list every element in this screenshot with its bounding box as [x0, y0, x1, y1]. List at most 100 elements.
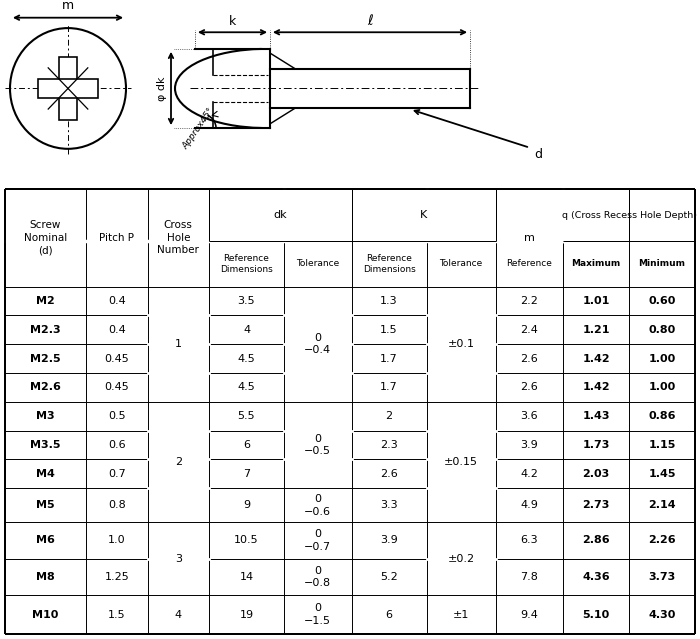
- Text: 9.4: 9.4: [520, 610, 538, 620]
- Text: 2.73: 2.73: [582, 500, 610, 511]
- Text: 0.8: 0.8: [108, 500, 125, 511]
- Text: 2.86: 2.86: [582, 535, 610, 546]
- Text: 9: 9: [243, 500, 250, 511]
- Text: 2.2: 2.2: [520, 296, 538, 306]
- Text: m: m: [524, 233, 535, 243]
- Text: 2.6: 2.6: [520, 382, 538, 392]
- Text: 5.2: 5.2: [380, 572, 398, 581]
- Text: ±0.15: ±0.15: [444, 457, 478, 467]
- Text: M2.6: M2.6: [30, 382, 61, 392]
- Text: 0.4: 0.4: [108, 296, 125, 306]
- Text: 2.6: 2.6: [520, 353, 538, 364]
- Text: 0.45: 0.45: [104, 353, 129, 364]
- Text: 2.3: 2.3: [380, 440, 398, 450]
- Text: 0.86: 0.86: [648, 412, 676, 421]
- Text: ±0.1: ±0.1: [447, 339, 475, 349]
- Text: 0.6: 0.6: [108, 440, 125, 450]
- Text: 6: 6: [243, 440, 250, 450]
- Text: 3.9: 3.9: [380, 535, 398, 546]
- Text: 4.36: 4.36: [582, 572, 610, 581]
- Text: M3: M3: [36, 412, 55, 421]
- Text: q (Cross Recess Hole Depth): q (Cross Recess Hole Depth): [561, 211, 696, 220]
- Text: 2.6: 2.6: [380, 469, 398, 479]
- Text: 4.9: 4.9: [520, 500, 538, 511]
- Polygon shape: [59, 58, 77, 119]
- Text: Maximum: Maximum: [571, 259, 621, 268]
- Text: d: d: [534, 148, 542, 160]
- Text: 1.15: 1.15: [648, 440, 676, 450]
- Text: M2: M2: [36, 296, 55, 306]
- Text: 0
−0.7: 0 −0.7: [304, 529, 331, 551]
- Text: Reference
Dimensions: Reference Dimensions: [363, 254, 415, 274]
- Text: Reference: Reference: [506, 259, 552, 268]
- Text: 0.5: 0.5: [108, 412, 125, 421]
- Text: 0.60: 0.60: [648, 296, 676, 306]
- Text: 4.30: 4.30: [648, 610, 676, 620]
- Text: Cross
Hole
Number: Cross Hole Number: [158, 220, 199, 255]
- Text: 1.45: 1.45: [648, 469, 676, 479]
- Text: 4: 4: [243, 325, 250, 335]
- Text: 3: 3: [175, 553, 182, 564]
- Text: 0
−0.5: 0 −0.5: [304, 434, 331, 456]
- Polygon shape: [38, 79, 98, 98]
- Text: M6: M6: [36, 535, 55, 546]
- Text: 4: 4: [175, 610, 182, 620]
- Text: 4.5: 4.5: [237, 353, 256, 364]
- Text: M8: M8: [36, 572, 55, 581]
- Text: Screw
Nominal
(d): Screw Nominal (d): [24, 220, 67, 255]
- Text: Tolerance: Tolerance: [440, 259, 482, 268]
- Text: M2.3: M2.3: [30, 325, 61, 335]
- Text: 0
−1.5: 0 −1.5: [304, 603, 331, 626]
- Text: k: k: [229, 15, 236, 28]
- Text: 14: 14: [239, 572, 253, 581]
- Text: m: m: [62, 0, 74, 13]
- Text: 1.21: 1.21: [582, 325, 610, 335]
- Text: 1.42: 1.42: [582, 382, 610, 392]
- Text: 4.5: 4.5: [237, 382, 256, 392]
- Text: 6.3: 6.3: [520, 535, 538, 546]
- Text: 1.00: 1.00: [648, 353, 676, 364]
- Text: M5: M5: [36, 500, 55, 511]
- Text: 3.6: 3.6: [520, 412, 538, 421]
- Text: 1.7: 1.7: [380, 353, 398, 364]
- Text: 7: 7: [243, 469, 250, 479]
- Text: M4: M4: [36, 469, 55, 479]
- Text: 1.01: 1.01: [582, 296, 610, 306]
- Text: M10: M10: [32, 610, 59, 620]
- Text: 1.00: 1.00: [648, 382, 676, 392]
- Text: 3.9: 3.9: [520, 440, 538, 450]
- Text: 6: 6: [386, 610, 393, 620]
- Text: 1.43: 1.43: [582, 412, 610, 421]
- Text: ±0.2: ±0.2: [447, 553, 475, 564]
- Text: Reference
Dimensions: Reference Dimensions: [220, 254, 273, 274]
- Text: 3.5: 3.5: [238, 296, 256, 306]
- Text: 10.5: 10.5: [234, 535, 259, 546]
- Text: 3.3: 3.3: [380, 500, 398, 511]
- Text: 2.4: 2.4: [520, 325, 538, 335]
- Text: 2.14: 2.14: [648, 500, 676, 511]
- Text: 0.80: 0.80: [648, 325, 676, 335]
- Text: K: K: [420, 210, 427, 220]
- Text: φ dk: φ dk: [157, 76, 167, 101]
- Text: ±1: ±1: [453, 610, 469, 620]
- Text: 1.5: 1.5: [108, 610, 125, 620]
- Text: 0
−0.8: 0 −0.8: [304, 566, 331, 588]
- Text: 1.25: 1.25: [104, 572, 129, 581]
- Text: Pitch P: Pitch P: [99, 233, 134, 243]
- Text: 1.7: 1.7: [380, 382, 398, 392]
- Text: 2.26: 2.26: [648, 535, 676, 546]
- Text: 5.10: 5.10: [582, 610, 610, 620]
- Text: 1.42: 1.42: [582, 353, 610, 364]
- Text: Minimum: Minimum: [638, 259, 685, 268]
- Text: dk: dk: [274, 210, 287, 220]
- Text: 4.2: 4.2: [520, 469, 538, 479]
- Text: 5.5: 5.5: [238, 412, 256, 421]
- Text: 0.7: 0.7: [108, 469, 125, 479]
- Text: Approx45°: Approx45°: [181, 106, 216, 151]
- Text: 0
−0.6: 0 −0.6: [304, 494, 331, 516]
- Text: 0.4: 0.4: [108, 325, 125, 335]
- Text: M3.5: M3.5: [30, 440, 61, 450]
- Text: ℓ: ℓ: [367, 14, 373, 28]
- Text: Tolerance: Tolerance: [296, 259, 339, 268]
- Text: 19: 19: [239, 610, 253, 620]
